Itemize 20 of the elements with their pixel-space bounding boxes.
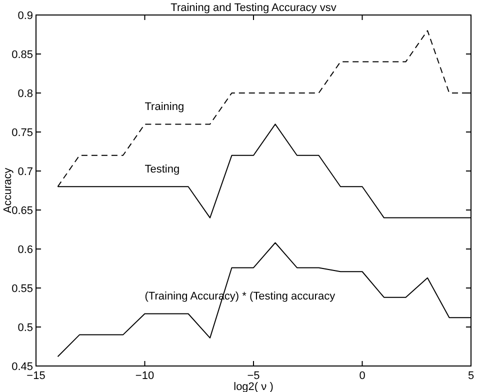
- y-axis-title: Accuracy: [2, 167, 14, 214]
- y-tick-label: 0.5: [18, 322, 33, 334]
- y-tick-label: 0.45: [12, 361, 33, 373]
- y-tick-label: 0.8: [18, 88, 33, 100]
- y-tick-label: 0.55: [12, 283, 33, 295]
- y-tick-label: 0.75: [12, 127, 33, 139]
- series-label: Training: [144, 101, 184, 114]
- x-tick-label: 5: [468, 370, 474, 382]
- x-tick-label: −15: [26, 370, 46, 382]
- y-tick-label: 0.7: [18, 166, 33, 178]
- y-tick-label: 0.9: [18, 10, 33, 22]
- x-tick-label: −10: [135, 370, 154, 382]
- y-tick-label: 0.6: [18, 244, 33, 256]
- x-tick-label: 0: [359, 370, 366, 382]
- x-axis-title: log2( ν ): [234, 381, 274, 392]
- x-tick-label: −5: [247, 370, 260, 382]
- series-label: Testing: [144, 164, 180, 176]
- y-tick-label: 0.85: [12, 49, 33, 61]
- chart-title: Training and Testing Accuracy vsv: [170, 2, 337, 14]
- y-tick-label: 0.65: [12, 205, 33, 217]
